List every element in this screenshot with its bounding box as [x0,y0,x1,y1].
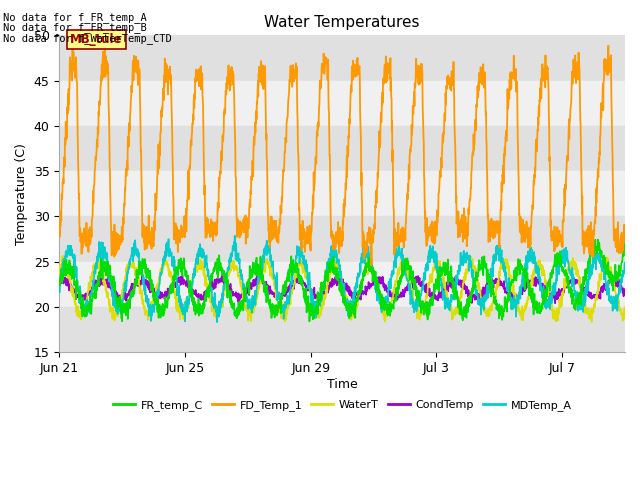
WaterT [605,269,612,275]
FR_temp_C [501,304,509,310]
Bar [60,126,625,171]
Bar [60,36,625,81]
Line: CondTemp: CondTemp [60,273,625,303]
MDTemp_A [502,267,509,273]
WaterT [621,304,629,310]
CondTemp [605,277,612,283]
FR_temp_C [605,268,612,274]
FR_temp_C [84,306,92,312]
Bar [60,307,625,352]
WaterT [588,319,595,325]
FR_temp_C [594,237,602,242]
FD_Temp_1 [367,263,375,268]
X-axis label: Time: Time [327,378,358,391]
FD_Temp_1 [330,238,338,243]
CondTemp [605,279,613,285]
Bar [60,262,625,307]
Bar [60,81,625,126]
WaterT [605,266,613,272]
Bar [60,171,625,216]
Title: Water Temperatures: Water Temperatures [264,15,420,30]
WaterT [56,266,63,272]
CondTemp [56,281,63,287]
FD_Temp_1 [501,152,509,157]
MDTemp_A [605,285,612,291]
Y-axis label: Temperature (C): Temperature (C) [15,143,28,245]
CondTemp [138,270,146,276]
MDTemp_A [621,269,629,275]
MDTemp_A [56,286,63,292]
Text: MB_tule: MB_tule [70,33,123,46]
CondTemp [621,287,629,293]
CondTemp [501,290,509,296]
WaterT [501,256,509,262]
Text: No data for f_WaterTemp_CTD: No data for f_WaterTemp_CTD [3,33,172,44]
WaterT [316,311,323,317]
MDTemp_A [231,233,239,239]
Line: WaterT: WaterT [60,255,625,322]
WaterT [84,289,92,295]
MDTemp_A [316,295,324,301]
FR_temp_C [621,240,629,246]
FR_temp_C [306,319,314,324]
Line: FD_Temp_1: FD_Temp_1 [60,46,625,265]
Legend: FR_temp_C, FD_Temp_1, WaterT, CondTemp, MDTemp_A: FR_temp_C, FD_Temp_1, WaterT, CondTemp, … [108,396,576,416]
Text: No data for f_FR_temp_A: No data for f_FR_temp_A [3,12,147,23]
Line: MDTemp_A: MDTemp_A [60,236,625,322]
FD_Temp_1 [605,59,613,64]
FR_temp_C [331,266,339,272]
WaterT [330,264,338,269]
FD_Temp_1 [605,70,612,75]
FD_Temp_1 [621,239,629,245]
FR_temp_C [316,290,323,296]
FD_Temp_1 [84,235,92,240]
WaterT [398,252,406,258]
CondTemp [84,290,92,296]
CondTemp [316,292,323,298]
FD_Temp_1 [316,102,323,108]
CondTemp [331,280,339,286]
FD_Temp_1 [604,43,612,48]
CondTemp [551,300,559,306]
Bar [60,216,625,262]
MDTemp_A [213,319,221,325]
FD_Temp_1 [56,222,63,228]
FR_temp_C [605,272,613,277]
FR_temp_C [56,282,63,288]
MDTemp_A [331,252,339,257]
MDTemp_A [84,302,92,308]
Line: FR_temp_C: FR_temp_C [60,240,625,322]
MDTemp_A [605,298,613,303]
Text: No data for f_FR_temp_B: No data for f_FR_temp_B [3,23,147,34]
